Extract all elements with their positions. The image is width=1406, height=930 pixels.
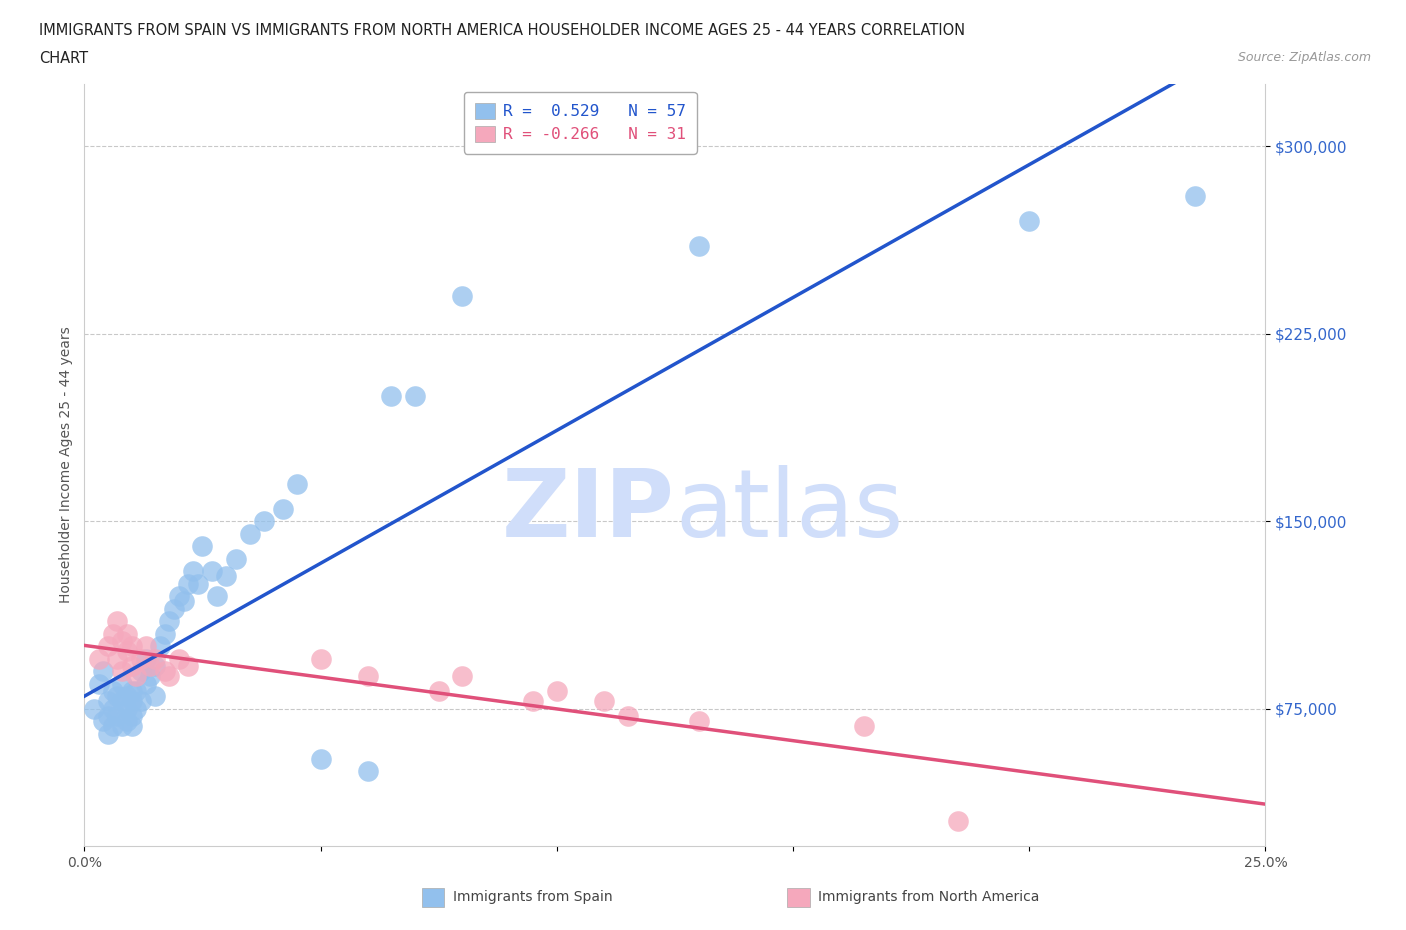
Point bbox=[451, 669, 474, 684]
Point bbox=[163, 602, 186, 617]
Point bbox=[201, 564, 224, 578]
Point bbox=[97, 639, 120, 654]
Point bbox=[253, 513, 276, 528]
Point bbox=[129, 664, 152, 679]
Point bbox=[149, 639, 172, 654]
Point bbox=[225, 551, 247, 566]
Point bbox=[143, 689, 166, 704]
Point bbox=[239, 526, 262, 541]
Point bbox=[87, 676, 110, 691]
Point bbox=[97, 726, 120, 741]
Point bbox=[177, 577, 200, 591]
Point bbox=[83, 701, 105, 716]
Point bbox=[191, 538, 214, 553]
Point bbox=[139, 669, 162, 684]
Point bbox=[173, 594, 195, 609]
Point bbox=[1184, 189, 1206, 204]
Point bbox=[135, 651, 157, 666]
Point bbox=[616, 709, 638, 724]
Point bbox=[205, 589, 228, 604]
Point bbox=[167, 589, 190, 604]
Point bbox=[451, 289, 474, 304]
Point bbox=[101, 719, 124, 734]
Point bbox=[427, 684, 450, 698]
Point bbox=[157, 614, 180, 629]
Legend: R =  0.529   N = 57, R = -0.266   N = 31: R = 0.529 N = 57, R = -0.266 N = 31 bbox=[464, 92, 696, 153]
Point bbox=[271, 501, 294, 516]
Point bbox=[135, 676, 157, 691]
Point bbox=[177, 658, 200, 673]
Point bbox=[309, 751, 332, 766]
Point bbox=[129, 651, 152, 666]
Text: ZIP: ZIP bbox=[502, 465, 675, 557]
Point bbox=[107, 709, 129, 724]
Point bbox=[97, 694, 120, 709]
Point bbox=[215, 569, 238, 584]
Point bbox=[143, 658, 166, 673]
Point bbox=[546, 684, 568, 698]
Point bbox=[125, 701, 148, 716]
Point bbox=[380, 389, 402, 404]
Text: atlas: atlas bbox=[675, 465, 903, 557]
Point bbox=[688, 714, 710, 729]
Point bbox=[522, 694, 544, 709]
Point bbox=[121, 694, 143, 709]
Point bbox=[101, 701, 124, 716]
Point bbox=[153, 664, 176, 679]
Point bbox=[101, 626, 124, 641]
Point bbox=[121, 709, 143, 724]
Y-axis label: Householder Income Ages 25 - 44 years: Householder Income Ages 25 - 44 years bbox=[59, 326, 73, 604]
Text: Immigrants from Spain: Immigrants from Spain bbox=[453, 890, 613, 905]
Point bbox=[87, 651, 110, 666]
Point bbox=[404, 389, 426, 404]
Text: IMMIGRANTS FROM SPAIN VS IMMIGRANTS FROM NORTH AMERICA HOUSEHOLDER INCOME AGES 2: IMMIGRANTS FROM SPAIN VS IMMIGRANTS FROM… bbox=[39, 23, 966, 38]
Point bbox=[91, 714, 114, 729]
Point bbox=[115, 626, 138, 641]
Text: Source: ZipAtlas.com: Source: ZipAtlas.com bbox=[1237, 51, 1371, 64]
Point bbox=[111, 676, 134, 691]
Point bbox=[1018, 214, 1040, 229]
Point bbox=[91, 664, 114, 679]
Point bbox=[139, 658, 162, 673]
Point bbox=[125, 669, 148, 684]
Point bbox=[852, 719, 875, 734]
Point bbox=[143, 651, 166, 666]
Point bbox=[101, 684, 124, 698]
Point bbox=[111, 694, 134, 709]
Point bbox=[121, 658, 143, 673]
Point bbox=[129, 694, 152, 709]
Point bbox=[111, 634, 134, 649]
Point bbox=[357, 764, 380, 778]
Point bbox=[285, 476, 308, 491]
Point bbox=[115, 714, 138, 729]
Point bbox=[593, 694, 616, 709]
Point bbox=[135, 639, 157, 654]
Point bbox=[97, 709, 120, 724]
Point bbox=[153, 626, 176, 641]
Point bbox=[121, 684, 143, 698]
Point bbox=[688, 239, 710, 254]
Point bbox=[157, 669, 180, 684]
Point bbox=[115, 689, 138, 704]
Point bbox=[115, 644, 138, 658]
Point bbox=[167, 651, 190, 666]
Point bbox=[187, 577, 209, 591]
Point bbox=[357, 669, 380, 684]
Point bbox=[107, 651, 129, 666]
Point bbox=[111, 664, 134, 679]
Point bbox=[107, 689, 129, 704]
Point bbox=[107, 614, 129, 629]
Point bbox=[115, 701, 138, 716]
Point bbox=[111, 719, 134, 734]
Text: Immigrants from North America: Immigrants from North America bbox=[818, 890, 1039, 905]
Point bbox=[121, 719, 143, 734]
Point bbox=[948, 814, 970, 829]
Point bbox=[121, 639, 143, 654]
Point bbox=[309, 651, 332, 666]
Point bbox=[125, 684, 148, 698]
Point bbox=[181, 564, 204, 578]
Text: CHART: CHART bbox=[39, 51, 89, 66]
